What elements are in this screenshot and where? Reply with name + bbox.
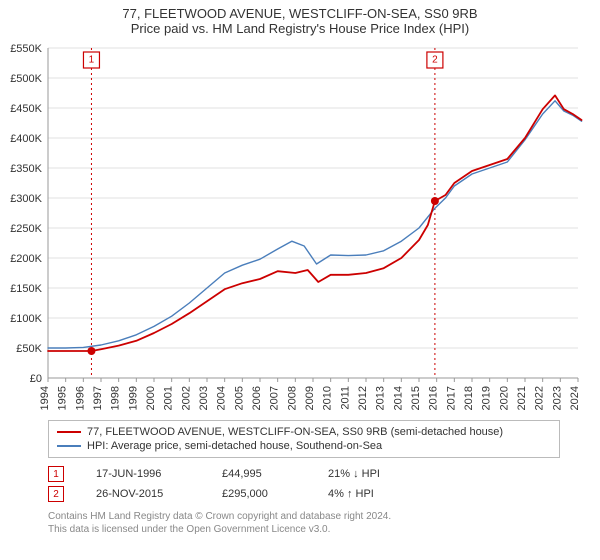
title-subtitle: Price paid vs. HM Land Registry's House …	[0, 21, 600, 36]
footer-line-1: Contains HM Land Registry data © Crown c…	[48, 510, 560, 523]
transaction-date: 26-NOV-2015	[96, 488, 206, 500]
svg-text:£450K: £450K	[10, 103, 42, 115]
svg-text:2009: 2009	[304, 386, 316, 410]
marker-dot	[87, 347, 95, 355]
svg-text:2016: 2016	[428, 386, 440, 410]
transaction-date: 17-JUN-1996	[96, 468, 206, 480]
svg-text:1995: 1995	[57, 386, 69, 410]
svg-text:2007: 2007	[269, 386, 281, 410]
transaction-delta: 21% ↓ HPI	[328, 468, 438, 480]
marker-box-label: 2	[432, 55, 438, 66]
legend-label: HPI: Average price, semi-detached house,…	[87, 440, 382, 452]
svg-text:2015: 2015	[410, 386, 422, 410]
svg-text:2002: 2002	[180, 386, 192, 410]
svg-text:2000: 2000	[145, 386, 157, 410]
gridlines	[48, 48, 578, 378]
legend: 77, FLEETWOOD AVENUE, WESTCLIFF-ON-SEA, …	[48, 420, 560, 458]
svg-text:2005: 2005	[233, 386, 245, 410]
legend-label: 77, FLEETWOOD AVENUE, WESTCLIFF-ON-SEA, …	[87, 426, 503, 438]
svg-text:2017: 2017	[445, 386, 457, 410]
marker-dot	[431, 197, 439, 205]
svg-text:£350K: £350K	[10, 163, 42, 175]
svg-text:2004: 2004	[216, 386, 228, 410]
svg-text:2012: 2012	[357, 386, 369, 410]
svg-text:£50K: £50K	[16, 343, 42, 355]
y-axis: £0 £50K £100K £150K £200K £250K £300K £350K £400…	[10, 43, 42, 385]
chart-svg: £0 £50K £100K £150K £200K £250K £300K £350K £400…	[0, 36, 600, 416]
svg-text:£200K: £200K	[10, 253, 42, 265]
title-block: 77, FLEETWOOD AVENUE, WESTCLIFF-ON-SEA, …	[0, 0, 600, 36]
transaction-delta: 4% ↑ HPI	[328, 488, 438, 500]
svg-text:2024: 2024	[569, 386, 581, 410]
svg-text:2010: 2010	[322, 386, 334, 410]
svg-text:2018: 2018	[463, 386, 475, 410]
series-price_paid	[48, 95, 582, 351]
svg-text:£400K: £400K	[10, 133, 42, 145]
svg-text:£100K: £100K	[10, 313, 42, 325]
transaction-row: 1 17-JUN-1996 £44,995 21% ↓ HPI	[48, 464, 560, 484]
svg-text:2021: 2021	[516, 386, 528, 410]
transaction-price: £44,995	[222, 468, 312, 480]
svg-text:£300K: £300K	[10, 193, 42, 205]
svg-text:1998: 1998	[110, 386, 122, 410]
transaction-row: 2 26-NOV-2015 £295,000 4% ↑ HPI	[48, 484, 560, 504]
svg-text:2003: 2003	[198, 386, 210, 410]
svg-text:2011: 2011	[339, 386, 351, 410]
svg-text:1996: 1996	[74, 386, 86, 410]
svg-text:2020: 2020	[498, 386, 510, 410]
svg-text:2013: 2013	[375, 386, 387, 410]
svg-text:£250K: £250K	[10, 223, 42, 235]
legend-row: 77, FLEETWOOD AVENUE, WESTCLIFF-ON-SEA, …	[57, 425, 551, 439]
svg-text:1994: 1994	[39, 386, 51, 410]
svg-text:£150K: £150K	[10, 283, 42, 295]
title-address: 77, FLEETWOOD AVENUE, WESTCLIFF-ON-SEA, …	[0, 6, 600, 21]
legend-swatch	[57, 431, 81, 433]
transaction-marker: 1	[48, 466, 64, 482]
footer-line-2: This data is licensed under the Open Gov…	[48, 523, 560, 536]
svg-text:2023: 2023	[551, 386, 563, 410]
svg-text:2014: 2014	[392, 386, 404, 410]
x-axis: 1994 1995 1996 1997 1998 1999 2000 2001 2002 2003…	[39, 378, 581, 410]
marker-box-label: 1	[89, 55, 95, 66]
legend-row: HPI: Average price, semi-detached house,…	[57, 439, 551, 453]
svg-text:£500K: £500K	[10, 73, 42, 85]
svg-text:2008: 2008	[286, 386, 298, 410]
legend-swatch	[57, 445, 81, 447]
svg-text:2022: 2022	[534, 386, 546, 410]
svg-text:2019: 2019	[481, 386, 493, 410]
svg-text:£0: £0	[30, 373, 42, 385]
transactions-table: 1 17-JUN-1996 £44,995 21% ↓ HPI 2 26-NOV-2015…	[48, 464, 560, 504]
svg-text:2006: 2006	[251, 386, 263, 410]
chart: £0 £50K £100K £150K £200K £250K £300K £350K £400…	[0, 36, 600, 416]
svg-text:1999: 1999	[127, 386, 139, 410]
svg-text:2001: 2001	[163, 386, 175, 410]
footer: Contains HM Land Registry data © Crown c…	[48, 510, 560, 536]
transaction-marker: 2	[48, 486, 64, 502]
svg-text:£550K: £550K	[10, 43, 42, 55]
svg-text:1997: 1997	[92, 386, 104, 410]
transaction-price: £295,000	[222, 488, 312, 500]
